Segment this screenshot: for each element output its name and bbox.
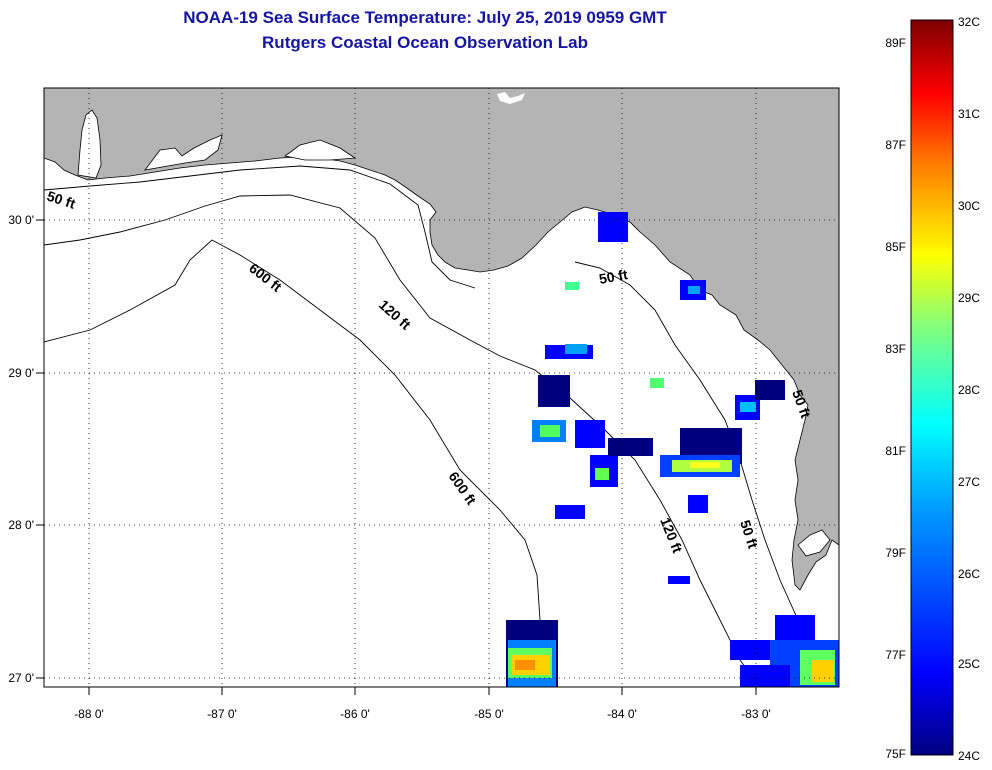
- map-frame: [43, 87, 840, 688]
- celsius-label: 28C: [958, 383, 980, 397]
- mobile-bay: [77, 109, 102, 179]
- celsius-label: 26C: [958, 567, 980, 581]
- celsius-label: 32C: [958, 15, 980, 29]
- celsius-label: 31C: [958, 107, 980, 121]
- contour-label: 50 ft: [598, 266, 629, 287]
- colorbar: [910, 19, 954, 756]
- fahrenheit-label: 83F: [885, 342, 906, 356]
- lon-label: -83 0': [741, 707, 771, 721]
- lat-label: 27 0': [8, 671, 34, 685]
- contour-120ft: [44, 194, 761, 687]
- fahrenheit-label: 81F: [885, 444, 906, 458]
- contour-50ft-west: [44, 165, 476, 289]
- celsius-label: 24C: [958, 749, 980, 763]
- celsius-label: 29C: [958, 291, 980, 305]
- fahrenheit-label: 75F: [885, 747, 906, 761]
- latitude-labels: 30 0' 29 0' 28 0' 27 0': [8, 213, 34, 685]
- lon-label: -84 0': [607, 707, 637, 721]
- sst-data-patches: [506, 212, 839, 687]
- contour-600ft: [44, 239, 541, 621]
- lon-label: -85 0': [474, 707, 504, 721]
- celsius-label: 25C: [958, 657, 980, 671]
- tampa-bay: [797, 529, 831, 557]
- lon-label: -87 0': [207, 707, 237, 721]
- fahrenheit-label: 89F: [885, 36, 906, 50]
- lat-label: 29 0': [8, 366, 34, 380]
- bay-inlets: [284, 139, 357, 161]
- fahrenheit-label: 87F: [885, 138, 906, 152]
- fahrenheit-label: 77F: [885, 648, 906, 662]
- colorbar-celsius-labels: 32C 31C 30C 29C 28C 27C 26C 25C 24C: [958, 15, 980, 763]
- lon-label: -88 0': [74, 707, 104, 721]
- inland-lake: [497, 92, 525, 104]
- lat-label: 28 0': [8, 518, 34, 532]
- celsius-label: 30C: [958, 199, 980, 213]
- fahrenheit-label: 85F: [885, 240, 906, 254]
- map-title: NOAA-19 Sea Surface Temperature: July 25…: [183, 8, 667, 27]
- lat-label: 30 0': [8, 213, 34, 227]
- colorbar-fahrenheit-labels: 89F 87F 85F 83F 81F 79F 77F 75F: [885, 36, 906, 761]
- pensacola-bay: [144, 134, 223, 171]
- land-mass: [44, 88, 839, 591]
- map-subtitle: Rutgers Coastal Ocean Observation Lab: [262, 33, 588, 52]
- longitude-labels: -88 0' -87 0' -86 0' -85 0' -84 0' -83 0…: [74, 707, 771, 721]
- celsius-label: 27C: [958, 475, 980, 489]
- axis-ticks: [36, 219, 757, 695]
- lon-label: -86 0': [340, 707, 370, 721]
- fahrenheit-label: 79F: [885, 546, 906, 560]
